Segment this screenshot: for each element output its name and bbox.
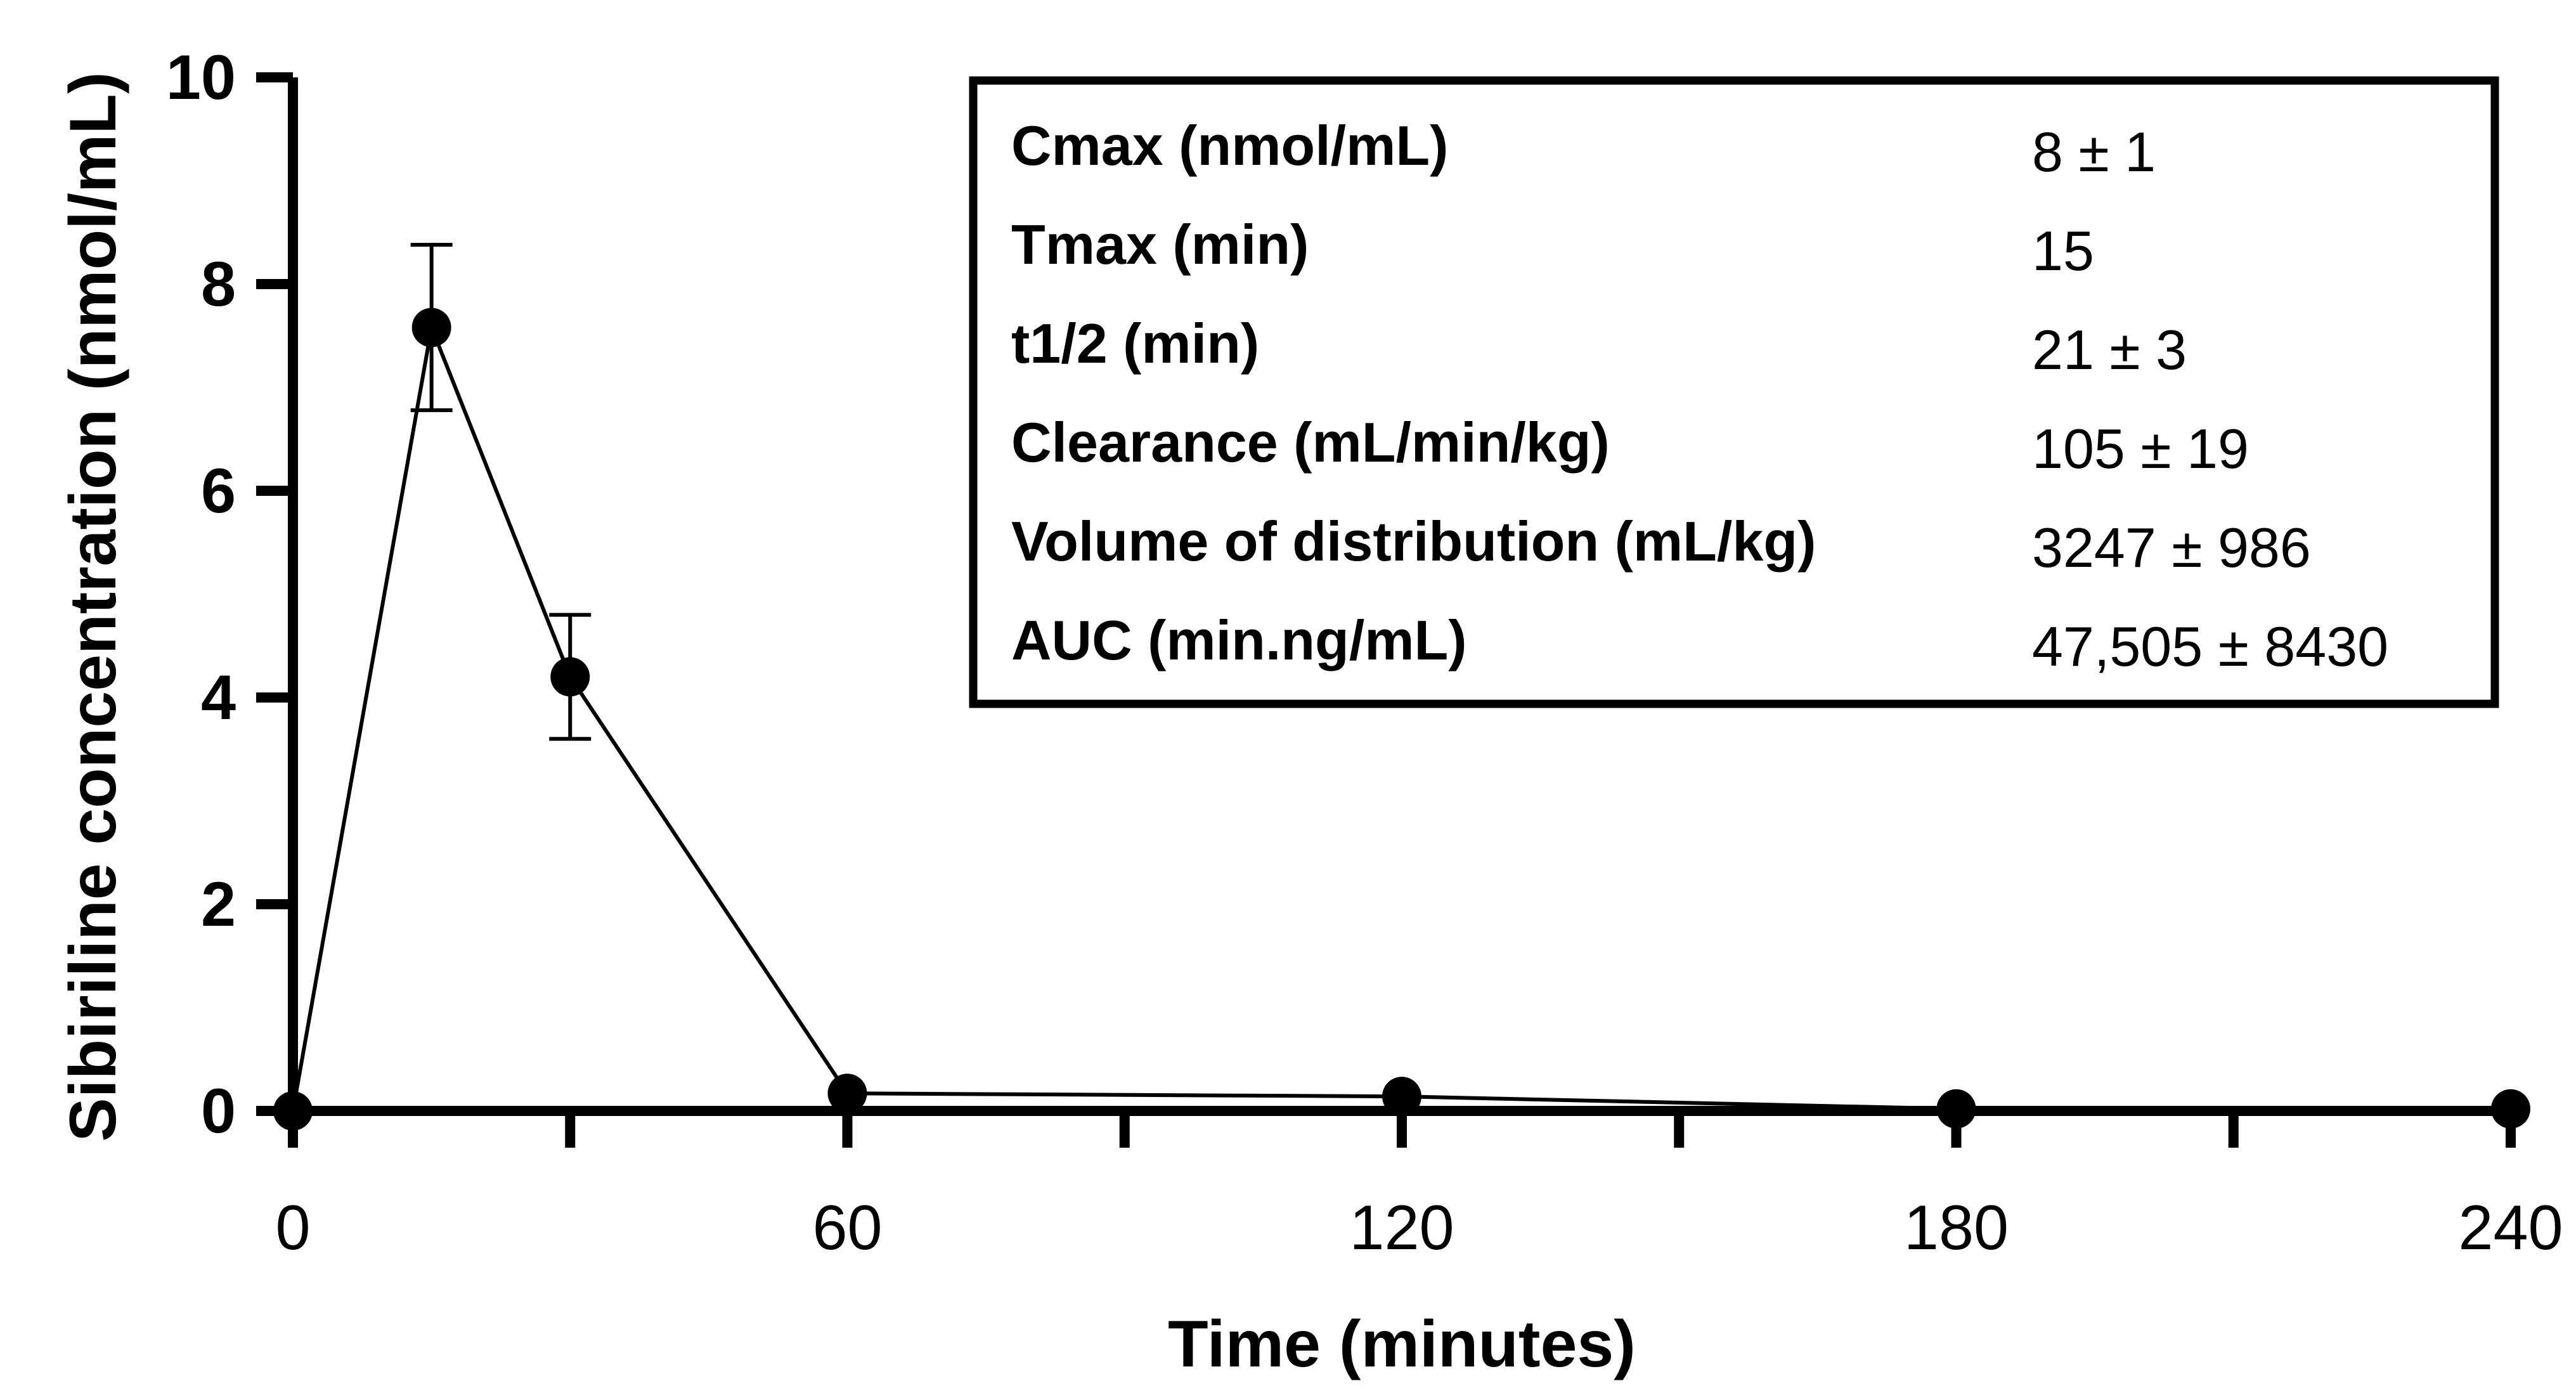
table-row-label: AUC (min.ng/mL) [1011,609,1467,672]
x-tick-label: 180 [1904,1192,2009,1262]
y-tick-label: 6 [201,455,236,526]
data-point [2491,1089,2530,1129]
x-axis-title: Time (minutes) [1168,1307,1636,1381]
table-border [969,76,2499,708]
data-point [827,1074,867,1113]
x-tick-label: 0 [275,1192,310,1262]
table-row-value: 47,505 ± 8430 [2032,615,2388,678]
x-tick-label: 240 [2458,1192,2563,1262]
table-row-label: Volume of distribution (mL/kg) [1011,510,1816,573]
table-row-value: 15 [2032,219,2094,282]
table-row-label: Clearance (mL/min/kg) [1011,411,1610,474]
table-row-label: Cmax (nmol/mL) [1011,114,1448,177]
table-row-label: t1/2 (min) [1011,312,1259,375]
y-tick-label: 2 [201,869,236,939]
data-point [1382,1077,1421,1117]
ticks: 0 2 4 6 8 10 0 60 120 180 240 [166,42,2563,1262]
data-point [1936,1089,1976,1129]
x-tick-label: 120 [1349,1192,1454,1262]
y-tick-label: 10 [166,42,236,112]
parameter-table: Cmax (nmol/mL) 8 ± 1 Tmax (min) 15 t1/2 (min… [969,76,2499,708]
table-row-value: 8 ± 1 [2032,120,2156,183]
y-tick-label: 4 [201,662,236,732]
y-tick-label: 8 [201,249,236,319]
y-tick-label: 0 [201,1075,236,1146]
data-point [411,308,451,347]
series [273,243,2530,1131]
table-row-value: 3247 ± 986 [2032,516,2311,579]
table-row-value: 21 ± 3 [2032,318,2187,381]
data-point [273,1091,313,1131]
x-tick-label: 60 [812,1192,882,1262]
data-point [550,657,590,697]
table-row-label: Tmax (min) [1011,213,1309,276]
table-row-value: 105 ± 19 [2032,417,2249,480]
y-axis-title: Sibiriline concentration (nmol/mL) [56,72,130,1141]
